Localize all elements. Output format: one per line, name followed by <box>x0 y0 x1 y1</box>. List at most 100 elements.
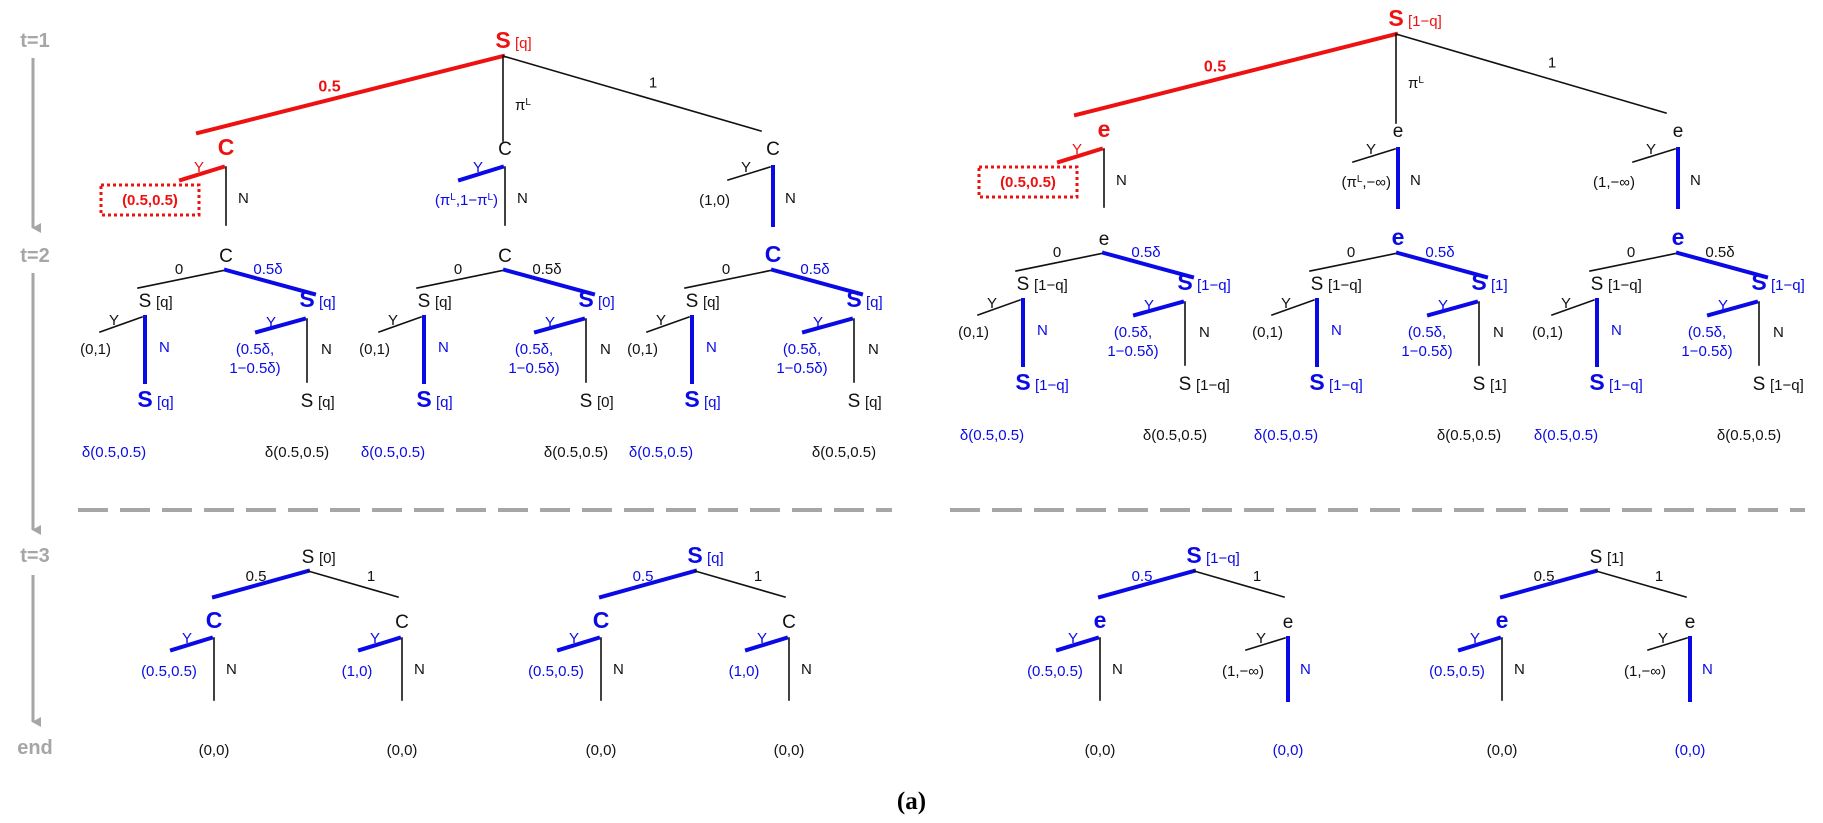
level3-node-1: S <box>1186 542 1201 568</box>
level2-node-3-left-node-belief: [1−q] <box>1608 277 1642 294</box>
level2-node-3-right-y-label: Y <box>813 314 823 331</box>
level3-node-1-child-2-end-payoff: (0,0) <box>387 742 418 759</box>
level3-node-1-child-1-payoff: (0.5,0.5) <box>141 663 197 680</box>
level2-node-3-left-child-belief: [q] <box>704 394 721 411</box>
time-label-t3: t=3 <box>20 545 49 567</box>
level3-node-2-child-1-y-label: Y <box>1470 630 1480 647</box>
level1-node-1-highlight-box <box>977 165 1079 199</box>
level2-node-3-right-child-belief: [1−q] <box>1770 377 1804 394</box>
level2-node-1-left-y-label: Y <box>109 312 119 329</box>
level1-node-1-highlight-box <box>99 183 201 217</box>
level2-node-3-right-node-belief: [q] <box>866 294 883 311</box>
level2-node-3-right-delta: δ(0.5,0.5) <box>1717 427 1781 444</box>
level2-node-2-left-child-belief: [1−q] <box>1329 377 1363 394</box>
level2-node-3-left-delta: δ(0.5,0.5) <box>629 444 693 461</box>
level2-node-1-branch-0 <box>137 269 227 289</box>
level2-node-2-branch-1 <box>502 267 596 297</box>
time-label-end: end <box>17 737 53 759</box>
level3-node-2-child-2-end-payoff: (0,0) <box>774 742 805 759</box>
level2-node-2-left-payoff: (0,1) <box>1252 324 1283 341</box>
level2-node-2-branch-0 <box>416 269 506 289</box>
level2-node-3-label-0: 0 <box>1627 244 1635 261</box>
level2-node-1-left-n-label: N <box>1037 322 1048 339</box>
level3-node-2-child-2: C <box>782 612 796 633</box>
level2-node-1: C <box>219 246 233 267</box>
level3-node-2-child-2-y-label: Y <box>1658 630 1668 647</box>
level3-node-2-child-1-payoff: (0.5,0.5) <box>528 663 584 680</box>
level3-node-1: S <box>302 547 315 568</box>
level2-node-1-right-y-branch <box>1132 299 1185 318</box>
level1-node-3-y-label: Y <box>741 159 751 176</box>
level3-node-1-label-0: 0.5 <box>1132 568 1153 585</box>
level3-node-2-child-2: e <box>1685 612 1696 633</box>
level1-node-2-y-label: Y <box>473 159 483 176</box>
level3-node-2: S <box>687 542 702 568</box>
level2-node-2-left-node-belief: [1−q] <box>1328 277 1362 294</box>
level2-node-2-branch-0 <box>1309 252 1399 272</box>
level2-node-3-left-payoff: (0,1) <box>627 341 658 358</box>
level2-node-3-branch-1 <box>1675 250 1769 280</box>
level1-node-1-y-label: Y <box>1072 141 1082 158</box>
time-label-t1: t=1 <box>20 30 49 52</box>
level2-node-1-right-delta: δ(0.5,0.5) <box>1143 427 1207 444</box>
level2-node-2-right-node: S <box>1471 269 1486 295</box>
level2-node-1-left-payoff: (0,1) <box>80 341 111 358</box>
level3-node-1-child-2: C <box>395 612 409 633</box>
level1-node-1-y-branch <box>1056 146 1104 165</box>
level3-node-2-label-0: 0.5 <box>633 568 654 585</box>
level2-node-2-left-y-branch <box>1270 298 1316 317</box>
level2-node-2-right-payoff-line1: (0.5δ, <box>1408 324 1446 341</box>
root-branch-left <box>1073 31 1399 118</box>
level1-node-2-n-label: N <box>517 190 528 207</box>
level3-node-2-child-2-y-branch <box>744 635 789 653</box>
level3-node-1-child-1: C <box>206 607 223 633</box>
level3-node-1-child-2-payoff: (1,0) <box>342 663 373 680</box>
level1-node-2-payoff: (πL,1−πL) <box>435 192 498 210</box>
level3-node-1-child-1: e <box>1094 607 1107 633</box>
level2-node-1-branch-0 <box>1015 252 1105 272</box>
level2-node-2-left-child-belief: [q] <box>436 394 453 411</box>
level3-node-1-child-2-n-label: N <box>414 661 425 678</box>
root-label-left: 0.5 <box>318 79 340 96</box>
level1-node-1-payoff: (0.5,0.5) <box>1000 174 1056 191</box>
level2-node-2-right-child: S <box>1473 374 1486 395</box>
level2-node-2-left-y-branch <box>377 315 423 334</box>
level3-node-2: S <box>1590 547 1603 568</box>
level3-node-2-branch-1 <box>694 570 786 598</box>
level3-node-2-child-1-end-payoff: (0,0) <box>586 742 617 759</box>
level2-node-3-left-node: S <box>1591 274 1604 295</box>
root-node-belief: [q] <box>515 35 532 52</box>
level3-node-2-belief: [1] <box>1607 550 1624 567</box>
level2-node-1-right-payoff-line2: 1−0.5δ) <box>1107 343 1158 360</box>
level2-node-1-right-child: S <box>301 391 314 412</box>
level2-node-3-branch-1 <box>770 267 864 297</box>
level2-node-1-left-child: S <box>1015 369 1030 395</box>
level1-node-2-y-branch <box>1351 147 1397 164</box>
level3-node-2-belief: [q] <box>707 550 724 567</box>
level2-node-2-left-node: S <box>1311 274 1324 295</box>
level2-node-3-left-n-label: N <box>1611 322 1622 339</box>
level2-node-3-label-1: 0.5δ <box>1705 244 1734 261</box>
level3-node-1-label-0: 0.5 <box>246 568 267 585</box>
level3-node-1-child-2-n-label: N <box>1300 661 1311 678</box>
level2-node-2-left-child: S <box>1309 369 1324 395</box>
level2-node-1-branch-1 <box>1101 250 1195 280</box>
level2-node-3-right-node: S <box>1751 269 1766 295</box>
level3-node-2-child-2-end-payoff: (0,0) <box>1675 742 1706 759</box>
root-node: S <box>1388 5 1403 31</box>
level2-node-3-right-n-label: N <box>1773 324 1784 341</box>
level2-node-2-right-payoff-line2: 1−0.5δ) <box>508 360 559 377</box>
level2-node-2: C <box>498 246 512 267</box>
level2-node-3-right-n-label: N <box>868 341 879 358</box>
time-label-t2: t=2 <box>20 245 49 267</box>
level2-node-2-left-node: S <box>418 291 431 312</box>
level2-node-1-left-y-branch <box>976 298 1022 317</box>
level2-node-3-left-child: S <box>684 386 699 412</box>
level3-node-1-child-2-y-branch <box>357 635 402 653</box>
level2-node-1-right-node-belief: [q] <box>319 294 336 311</box>
level2-node-2-label-0: 0 <box>1347 244 1355 261</box>
level2-node-1-right-y-branch <box>254 316 307 335</box>
level1-node-3-payoff: (1,0) <box>699 192 730 209</box>
level2-node-3-left-y-label: Y <box>656 312 666 329</box>
